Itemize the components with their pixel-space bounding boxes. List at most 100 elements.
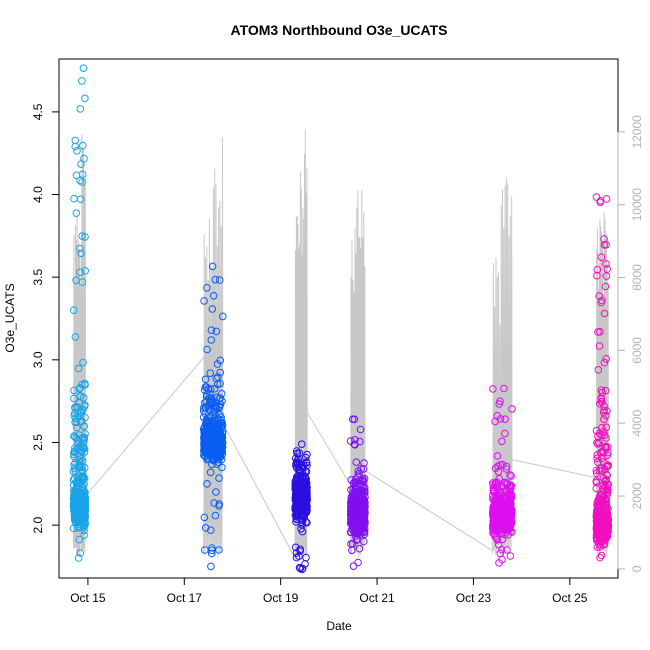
data-point (350, 525, 359, 534)
data-point (500, 384, 508, 393)
data-point (360, 459, 368, 467)
data-point (70, 452, 78, 461)
data-point (593, 451, 602, 459)
data-point (212, 374, 220, 383)
data-point (596, 491, 605, 499)
data-point (291, 485, 300, 493)
data-point (356, 425, 365, 434)
data-point (350, 415, 359, 424)
data-point (595, 466, 604, 475)
data-point (207, 526, 215, 535)
data-point (603, 509, 612, 518)
data-point (216, 452, 224, 460)
data-point (205, 441, 214, 450)
data-point (218, 447, 227, 456)
data-point (602, 355, 611, 363)
data-point (498, 437, 506, 446)
data-point (207, 336, 216, 344)
data-point (592, 478, 601, 487)
data-point (360, 537, 368, 546)
data-point (352, 493, 361, 502)
data-point (74, 440, 82, 448)
data-point (604, 448, 612, 457)
data-point (592, 193, 601, 201)
data-point (600, 235, 608, 243)
data-point (203, 345, 211, 354)
data-point (597, 253, 606, 262)
data-point (209, 428, 218, 437)
y-tick-label: 2.5 (31, 434, 45, 451)
data-point (204, 429, 213, 438)
data-point (504, 530, 513, 539)
data-point (206, 468, 215, 477)
data-point (217, 389, 226, 398)
data-point (490, 496, 499, 504)
data-point (77, 160, 85, 168)
data-point (76, 447, 85, 455)
altitude-series (73, 129, 609, 560)
data-point (599, 458, 608, 466)
y2-tick-label: 12000 (630, 115, 644, 149)
data-point (299, 564, 307, 573)
data-point (348, 488, 357, 497)
x-axis: Oct 15 Oct 17 Oct 19 Oct 21 Oct 23 Oct 25 (70, 577, 588, 605)
y-axis-left: 2.0 2.5 3.0 3.5 4.0 4.5 (31, 103, 60, 533)
data-point (78, 278, 87, 286)
y-axis-title: O3e_UCATS (3, 283, 17, 352)
data-point (507, 472, 515, 480)
data-point (504, 501, 513, 510)
data-point (354, 492, 362, 500)
data-point (296, 564, 305, 573)
data-point (594, 366, 603, 374)
data-point (603, 265, 612, 273)
data-point (201, 452, 210, 461)
data-point (79, 141, 87, 150)
data-point (80, 509, 89, 518)
altitude-flight-trace (350, 189, 366, 558)
x-tick-label: Oct 19 (263, 591, 299, 605)
data-point (73, 423, 81, 432)
data-point (76, 176, 84, 185)
data-point (212, 393, 221, 402)
data-point (81, 94, 89, 103)
data-point (219, 312, 227, 321)
ozone-series (69, 64, 613, 574)
data-point (498, 482, 507, 491)
data-point (498, 535, 507, 544)
data-point (498, 522, 507, 530)
data-point (200, 435, 209, 443)
data-point (213, 360, 222, 368)
data-point (216, 379, 224, 388)
flight-1-points (69, 64, 90, 562)
data-point (216, 453, 225, 461)
data-point (80, 433, 89, 442)
data-point (300, 511, 308, 520)
flight-2-points (199, 262, 227, 571)
x-axis-title: Date (326, 619, 352, 633)
data-point (596, 399, 604, 408)
data-point (76, 105, 85, 113)
data-point (212, 488, 220, 496)
data-point (79, 64, 88, 72)
altitude-flight-trace (492, 177, 513, 558)
data-point (81, 401, 89, 409)
data-point (81, 381, 89, 389)
data-point (81, 413, 89, 422)
data-point (596, 500, 604, 508)
data-point (601, 282, 610, 291)
data-point (359, 501, 368, 510)
data-point (70, 432, 78, 440)
data-point (215, 422, 223, 431)
data-point (501, 429, 509, 438)
data-point (211, 275, 220, 284)
data-point (71, 142, 79, 151)
data-point (495, 559, 503, 567)
data-point (603, 451, 612, 460)
data-point (597, 298, 605, 307)
data-point (200, 297, 208, 305)
data-point (75, 385, 84, 393)
data-point (596, 553, 604, 562)
data-point (199, 404, 208, 412)
x-tick-label: Oct 15 (70, 591, 106, 605)
data-point (602, 195, 611, 203)
